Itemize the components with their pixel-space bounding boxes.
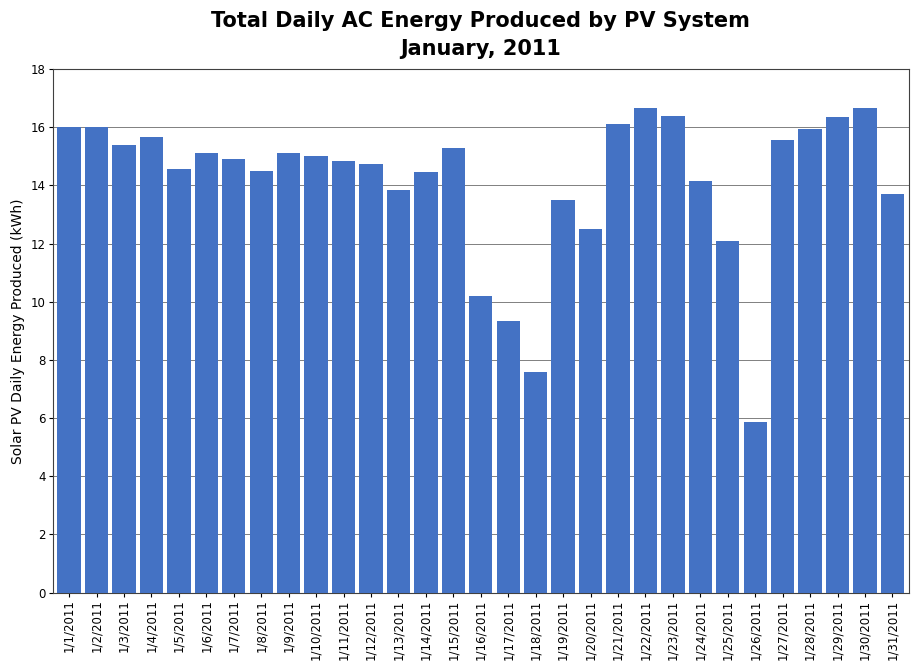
Bar — [688, 181, 711, 592]
Bar — [304, 156, 327, 592]
Bar — [414, 172, 437, 592]
Bar — [715, 241, 739, 592]
Bar — [249, 171, 273, 592]
Title: Total Daily AC Energy Produced by PV System
January, 2011: Total Daily AC Energy Produced by PV Sys… — [211, 11, 749, 59]
Bar — [825, 117, 848, 592]
Bar — [277, 154, 300, 592]
Bar — [85, 127, 108, 592]
Bar — [496, 321, 519, 592]
Bar — [578, 229, 602, 592]
Bar — [195, 154, 218, 592]
Bar — [57, 127, 81, 592]
Bar — [221, 159, 245, 592]
Bar — [359, 164, 382, 592]
Bar — [386, 190, 410, 592]
Bar — [633, 108, 656, 592]
Bar — [332, 160, 355, 592]
Bar — [167, 169, 190, 592]
Bar — [441, 148, 464, 592]
Bar — [469, 296, 492, 592]
Bar — [140, 138, 163, 592]
Y-axis label: Solar PV Daily Energy Produced (kWh): Solar PV Daily Energy Produced (kWh) — [11, 198, 25, 464]
Bar — [550, 200, 574, 592]
Bar — [661, 115, 684, 592]
Bar — [798, 129, 821, 592]
Bar — [606, 124, 629, 592]
Bar — [743, 423, 766, 592]
Bar — [770, 140, 793, 592]
Bar — [524, 372, 547, 592]
Bar — [879, 194, 903, 592]
Bar — [853, 108, 876, 592]
Bar — [112, 145, 135, 592]
